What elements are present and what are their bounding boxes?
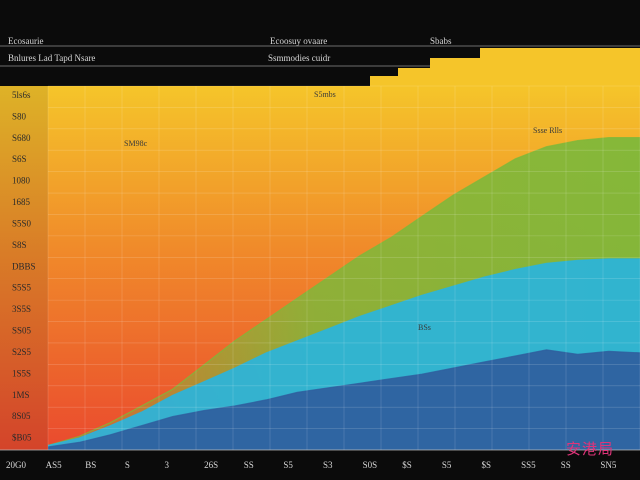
y-tick-label: 1MS bbox=[12, 390, 30, 400]
y-tick-label: S5S0 bbox=[12, 219, 32, 229]
y-tick-label: DBBS bbox=[12, 261, 36, 271]
y-tick-label: S6S bbox=[12, 154, 27, 164]
header-top-left: Ecosaurie bbox=[8, 36, 44, 46]
x-axis-band bbox=[0, 450, 640, 480]
y-tick-label: S8S bbox=[12, 240, 27, 250]
x-tick-label: SN5 bbox=[600, 460, 617, 470]
series-area-0 bbox=[48, 349, 640, 450]
x-tick-label: SS bbox=[561, 460, 571, 470]
header-top-center: Ecoosuy ovaare bbox=[270, 36, 328, 46]
series-line-1 bbox=[47, 258, 640, 446]
y-tick-label: 3S5S bbox=[12, 304, 31, 314]
y-tick-label: S80 bbox=[12, 111, 27, 121]
x-tick-label: S5 bbox=[283, 460, 293, 470]
x-tick-label: $S bbox=[482, 460, 492, 470]
y-tick-label: S5S5 bbox=[12, 283, 32, 293]
y-tick-label: 8S05 bbox=[12, 411, 31, 421]
header-sub-center: Ssmmodies cuidr bbox=[268, 53, 331, 63]
y-tick-label: S2S5 bbox=[12, 347, 32, 357]
x-tick-label: 20G0 bbox=[6, 460, 26, 470]
y-tick-label: S680 bbox=[12, 133, 31, 143]
series-line-2 bbox=[47, 137, 640, 446]
x-tick-label: S0S bbox=[363, 460, 378, 470]
y-tick-label: 5ls6s bbox=[12, 90, 31, 100]
header-step bbox=[370, 48, 640, 86]
y-tick-label: $B05 bbox=[12, 433, 32, 443]
x-tick-label: S5 bbox=[442, 460, 452, 470]
watermark-stamp: 安港局 bbox=[566, 440, 615, 458]
y-tick-label: SS05 bbox=[12, 326, 32, 336]
y-tick-label: 1685 bbox=[12, 197, 31, 207]
x-tick-label: BS bbox=[85, 460, 96, 470]
x-tick-label: SS5 bbox=[521, 460, 536, 470]
x-tick-label: 26S bbox=[204, 460, 218, 470]
x-tick-label: S bbox=[125, 460, 130, 470]
header-sub-left: Bnlures Lad Tapd Nsare bbox=[8, 53, 96, 63]
x-tick-label: SS bbox=[244, 460, 254, 470]
annotation-label: Ssse Rlls bbox=[533, 126, 562, 135]
axis-band bbox=[0, 86, 48, 450]
y-tick-label: 1080 bbox=[12, 176, 31, 186]
annotation-label: SM98c bbox=[124, 139, 148, 148]
header-top-right: Sbabs bbox=[430, 36, 452, 46]
annotation-label: S5mbs bbox=[314, 90, 336, 99]
x-tick-label: 3 bbox=[165, 460, 170, 470]
x-tick-label: $S bbox=[402, 460, 412, 470]
annotation-label: BSs bbox=[418, 323, 431, 332]
x-tick-label: S3 bbox=[323, 460, 333, 470]
x-tick-label: AS5 bbox=[46, 460, 63, 470]
y-tick-label: 1S5S bbox=[12, 368, 31, 378]
series-line-0 bbox=[47, 349, 640, 448]
